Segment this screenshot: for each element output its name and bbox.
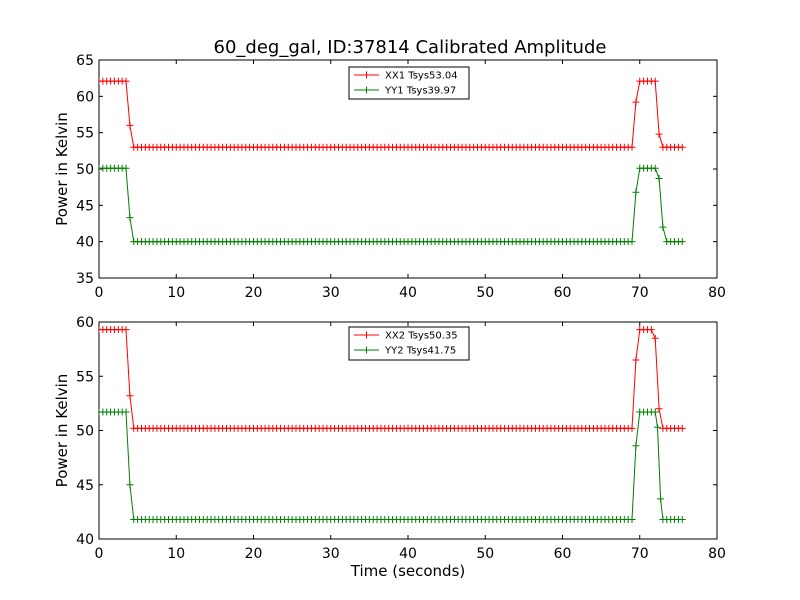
data-point-marker bbox=[678, 424, 686, 432]
data-point-marker bbox=[678, 515, 686, 523]
x-tick-label: 40 bbox=[399, 285, 417, 301]
y-tick-label: 60 bbox=[76, 315, 94, 331]
legend-label: YY2 Tsys41.75 bbox=[384, 346, 456, 357]
x-tick-label: 70 bbox=[631, 546, 649, 562]
x-tick-label: 0 bbox=[95, 285, 104, 301]
data-point-marker bbox=[651, 164, 659, 172]
y-tick-label: 50 bbox=[76, 162, 94, 178]
data-point-marker bbox=[122, 326, 130, 334]
legend-label: YY1 Tsys39.97 bbox=[384, 86, 456, 97]
legend: XX2 Tsys50.35 YY2 Tsys41.75 bbox=[348, 326, 470, 361]
x-tick-label: 50 bbox=[476, 546, 494, 562]
y-tick-label: 55 bbox=[76, 126, 94, 142]
y-tick-label: 45 bbox=[76, 478, 94, 494]
y-tick-label: 40 bbox=[76, 235, 94, 251]
data-point-marker bbox=[657, 495, 665, 503]
legend-label: XX1 Tsys53.04 bbox=[385, 71, 458, 82]
data-point-marker bbox=[126, 214, 134, 222]
legend-box bbox=[348, 66, 470, 100]
data-point-marker bbox=[651, 408, 659, 416]
data-point-marker bbox=[632, 188, 640, 196]
data-point-marker bbox=[628, 424, 636, 432]
y-tick-label: 40 bbox=[76, 532, 94, 548]
data-point-marker bbox=[647, 326, 655, 334]
series-yy1 bbox=[99, 164, 686, 246]
y-axis-label: Power in Kelvin bbox=[53, 374, 71, 488]
data-point-marker bbox=[122, 164, 130, 172]
x-tick-label: 60 bbox=[554, 285, 572, 301]
data-point-marker bbox=[655, 405, 663, 413]
data-point-marker bbox=[655, 130, 663, 138]
subplot-bottom: 0 10 20 30 40 50 60 70 80 40 45 50 55 60 Power in Kelv… bbox=[53, 315, 726, 580]
data-point-marker bbox=[122, 77, 130, 85]
series-xx2 bbox=[99, 326, 686, 432]
y-tick-label: 65 bbox=[76, 53, 94, 69]
series-yy2 bbox=[99, 408, 686, 523]
y-tick-label: 35 bbox=[76, 271, 94, 287]
data-point-marker bbox=[678, 238, 686, 246]
data-point-marker bbox=[126, 392, 134, 400]
legend-marker bbox=[363, 71, 370, 79]
y-tick-label: 45 bbox=[76, 198, 94, 214]
y-axis-label: Power in Kelvin bbox=[53, 112, 71, 226]
data-point-marker bbox=[632, 356, 640, 364]
legend-marker bbox=[363, 86, 370, 94]
x-tick-label: 80 bbox=[708, 546, 726, 562]
x-tick-label: 20 bbox=[245, 285, 263, 301]
data-point-marker bbox=[655, 174, 663, 182]
series-xx1 bbox=[99, 77, 686, 151]
legend-box bbox=[348, 326, 470, 361]
data-point-marker bbox=[659, 223, 667, 231]
x-tick-label: 10 bbox=[167, 285, 185, 301]
data-point-marker bbox=[628, 143, 636, 151]
legend: XX1 Tsys53.04 YY1 Tsys39.97 bbox=[348, 66, 470, 100]
legend-label: XX2 Tsys50.35 bbox=[385, 331, 458, 342]
data-point-marker bbox=[654, 423, 662, 431]
data-point-marker bbox=[628, 238, 636, 246]
figure-title: 60_deg_gal, ID:37814 Calibrated Amplitud… bbox=[214, 37, 607, 58]
x-tick-label: 10 bbox=[167, 546, 185, 562]
data-point-marker bbox=[678, 143, 686, 151]
x-tick-label: 80 bbox=[708, 285, 726, 301]
x-tick-label: 70 bbox=[631, 285, 649, 301]
x-tick-label: 60 bbox=[554, 546, 572, 562]
y-tick-label: 60 bbox=[76, 89, 94, 105]
x-tick-label: 30 bbox=[322, 546, 340, 562]
x-axis-label: Time (seconds) bbox=[350, 562, 466, 580]
x-tick-label: 50 bbox=[476, 285, 494, 301]
data-point-marker bbox=[632, 98, 640, 106]
legend-marker bbox=[363, 331, 370, 339]
legend-marker bbox=[363, 346, 370, 354]
x-tick-label: 0 bbox=[95, 546, 104, 562]
x-tick-label: 20 bbox=[245, 546, 263, 562]
data-point-marker bbox=[632, 442, 640, 450]
y-tick-label: 50 bbox=[76, 424, 94, 440]
data-point-marker bbox=[126, 121, 134, 129]
data-point-marker bbox=[122, 408, 130, 416]
data-point-marker bbox=[651, 77, 659, 85]
data-point-marker bbox=[126, 481, 134, 489]
y-tick-label: 55 bbox=[76, 369, 94, 385]
x-tick-label: 30 bbox=[322, 285, 340, 301]
data-point-marker bbox=[651, 334, 659, 342]
subplot-top: 0 10 20 30 40 50 60 70 80 35 40 45 50 55 60 65 Power in … bbox=[53, 53, 726, 301]
data-point-marker bbox=[628, 515, 636, 523]
x-tick-label: 40 bbox=[399, 546, 417, 562]
